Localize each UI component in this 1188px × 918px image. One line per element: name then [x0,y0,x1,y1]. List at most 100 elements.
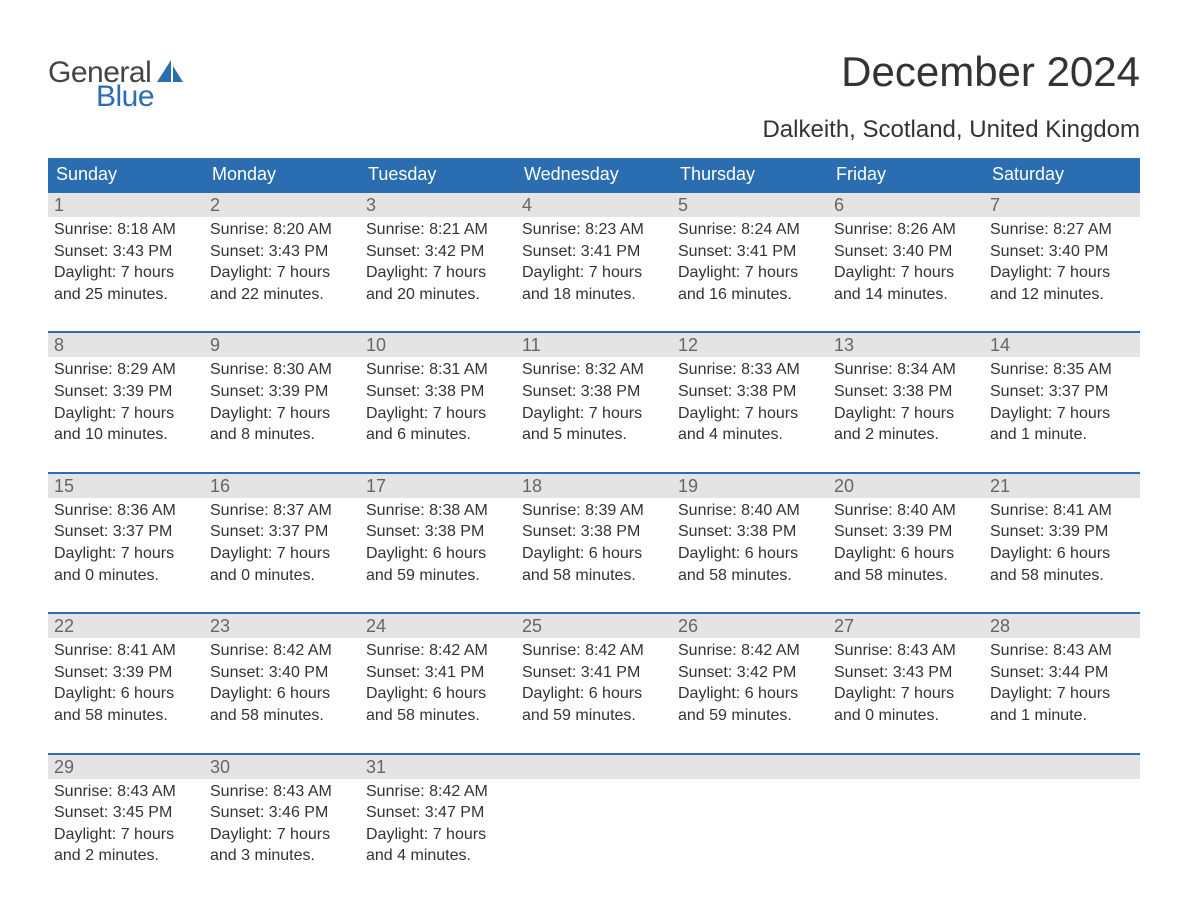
day-number: 9 [204,333,360,357]
sunset-line: Sunset: 3:38 PM [522,521,666,543]
sunset-line: Sunset: 3:39 PM [990,521,1134,543]
sunset-line: Sunset: 3:39 PM [210,381,354,403]
sunset-line: Sunset: 3:43 PM [834,662,978,684]
sunrise-line: Sunrise: 8:35 AM [990,359,1134,381]
day-number-row: 15161718192021 [48,472,1140,498]
day-details: Sunrise: 8:43 AMSunset: 3:44 PMDaylight:… [984,638,1140,736]
day-number-row: 22232425262728 [48,612,1140,638]
daylight-line: Daylight: 7 hours and 6 minutes. [366,403,510,446]
calendar-week: 22232425262728Sunrise: 8:41 AM Sunset: 3:… [48,612,1140,736]
sunrise-line: Sunrise: 8:34 AM [834,359,978,381]
daylight-line: Daylight: 7 hours and 2 minutes. [54,824,198,867]
sunrise-line: Sunrise: 8:26 AM [834,219,978,241]
sunset-line: Sunset: 3:41 PM [678,241,822,263]
sunrise-line: Sunrise: 8:24 AM [678,219,822,241]
daylight-line: Daylight: 7 hours and 1 minute. [990,683,1134,726]
day-details: Sunrise: 8:41 AMSunset: 3:39 PMDaylight:… [984,498,1140,596]
day-number [828,755,984,779]
sunrise-line: Sunrise: 8:39 AM [522,500,666,522]
day-number-row: 891011121314 [48,331,1140,357]
day-number: 24 [360,614,516,638]
sunrise-line: Sunrise: 8:20 AM [210,219,354,241]
day-details: Sunrise: 8:42 AMSunset: 3:47 PMDaylight:… [360,779,516,877]
day-details: Sunrise: 8:24 AMSunset: 3:41 PMDaylight:… [672,217,828,315]
day-details: Sunrise: 8:30 AMSunset: 3:39 PMDaylight:… [204,357,360,455]
sunrise-line: Sunrise: 8:31 AM [366,359,510,381]
daylight-line: Daylight: 6 hours and 58 minutes. [678,543,822,586]
daylight-line: Daylight: 7 hours and 4 minutes. [678,403,822,446]
daylight-line: Daylight: 6 hours and 58 minutes. [366,683,510,726]
daylight-line: Daylight: 7 hours and 25 minutes. [54,262,198,305]
day-number: 30 [204,755,360,779]
day-number: 26 [672,614,828,638]
calendar-week: 15161718192021Sunrise: 8:36 AMSunset: 3:… [48,472,1140,596]
sunset-line: Sunset: 3:41 PM [522,662,666,684]
day-details: Sunrise: 8:35 AMSunset: 3:37 PMDaylight:… [984,357,1140,455]
sunset-line: Sunset: 3:38 PM [366,381,510,403]
day-number: 2 [204,193,360,217]
sunrise-line: Sunrise: 8:43 AM [990,640,1134,662]
day-number: 8 [48,333,204,357]
sunrise-line: Sunrise: 8:41 AM [54,640,198,662]
sunrise-line: Sunrise: 8:37 AM [210,500,354,522]
sunset-line: Sunset: 3:37 PM [210,521,354,543]
day-details-row: Sunrise: 8:29 AMSunset: 3:39 PMDaylight:… [48,357,1140,455]
day-details-row: Sunrise: 8:18 AMSunset: 3:43 PMDaylight:… [48,217,1140,315]
daylight-line: Daylight: 7 hours and 18 minutes. [522,262,666,305]
weekday-header: Saturday [984,158,1140,191]
day-number: 29 [48,755,204,779]
sunset-line: Sunset: 3:44 PM [990,662,1134,684]
sunrise-line: Sunrise: 8:18 AM [54,219,198,241]
daylight-line: Daylight: 7 hours and 1 minute. [990,403,1134,446]
day-number: 7 [984,193,1140,217]
day-number: 3 [360,193,516,217]
day-details: Sunrise: 8:18 AMSunset: 3:43 PMDaylight:… [48,217,204,315]
day-number [516,755,672,779]
daylight-line: Daylight: 6 hours and 58 minutes. [54,683,198,726]
day-details: Sunrise: 8:43 AMSunset: 3:46 PMDaylight:… [204,779,360,877]
sunset-line: Sunset: 3:42 PM [366,241,510,263]
day-number: 18 [516,474,672,498]
logo-text-blue: Blue [96,82,185,112]
sunset-line: Sunset: 3:39 PM [54,381,198,403]
calendar: SundayMondayTuesdayWednesdayThursdayFrid… [48,158,1140,877]
day-details [516,779,672,877]
sunrise-line: Sunrise: 8:40 AM [678,500,822,522]
day-number: 31 [360,755,516,779]
sunrise-line: Sunrise: 8:42 AM [522,640,666,662]
sunset-line: Sunset: 3:40 PM [210,662,354,684]
day-details [828,779,984,877]
sunrise-line: Sunrise: 8:43 AM [834,640,978,662]
daylight-line: Daylight: 7 hours and 0 minutes. [210,543,354,586]
day-number: 20 [828,474,984,498]
day-details [984,779,1140,877]
day-number: 1 [48,193,204,217]
day-number: 11 [516,333,672,357]
day-details: Sunrise: 8:21 AMSunset: 3:42 PMDaylight:… [360,217,516,315]
daylight-line: Daylight: 7 hours and 12 minutes. [990,262,1134,305]
day-details-row: Sunrise: 8:43 AMSunset: 3:45 PMDaylight:… [48,779,1140,877]
daylight-line: Daylight: 6 hours and 58 minutes. [522,543,666,586]
day-details: Sunrise: 8:43 AMSunset: 3:45 PMDaylight:… [48,779,204,877]
sunrise-line: Sunrise: 8:23 AM [522,219,666,241]
day-details: Sunrise: 8:40 AMSunset: 3:38 PMDaylight:… [672,498,828,596]
sunset-line: Sunset: 3:37 PM [54,521,198,543]
day-details: Sunrise: 8:37 AMSunset: 3:37 PMDaylight:… [204,498,360,596]
weekday-header-row: SundayMondayTuesdayWednesdayThursdayFrid… [48,158,1140,191]
sunset-line: Sunset: 3:40 PM [834,241,978,263]
daylight-line: Daylight: 7 hours and 0 minutes. [54,543,198,586]
sunset-line: Sunset: 3:38 PM [678,521,822,543]
day-details: Sunrise: 8:29 AMSunset: 3:39 PMDaylight:… [48,357,204,455]
sunrise-line: Sunrise: 8:38 AM [366,500,510,522]
sunset-line: Sunset: 3:43 PM [54,241,198,263]
sunset-line: Sunset: 3:39 PM [834,521,978,543]
day-number-row: 293031 [48,753,1140,779]
day-number: 6 [828,193,984,217]
daylight-line: Daylight: 6 hours and 58 minutes. [990,543,1134,586]
day-number [984,755,1140,779]
day-number: 16 [204,474,360,498]
daylight-line: Daylight: 6 hours and 58 minutes. [834,543,978,586]
sunset-line: Sunset: 3:40 PM [990,241,1134,263]
daylight-line: Daylight: 6 hours and 59 minutes. [678,683,822,726]
day-details: Sunrise: 8:32 AMSunset: 3:38 PMDaylight:… [516,357,672,455]
